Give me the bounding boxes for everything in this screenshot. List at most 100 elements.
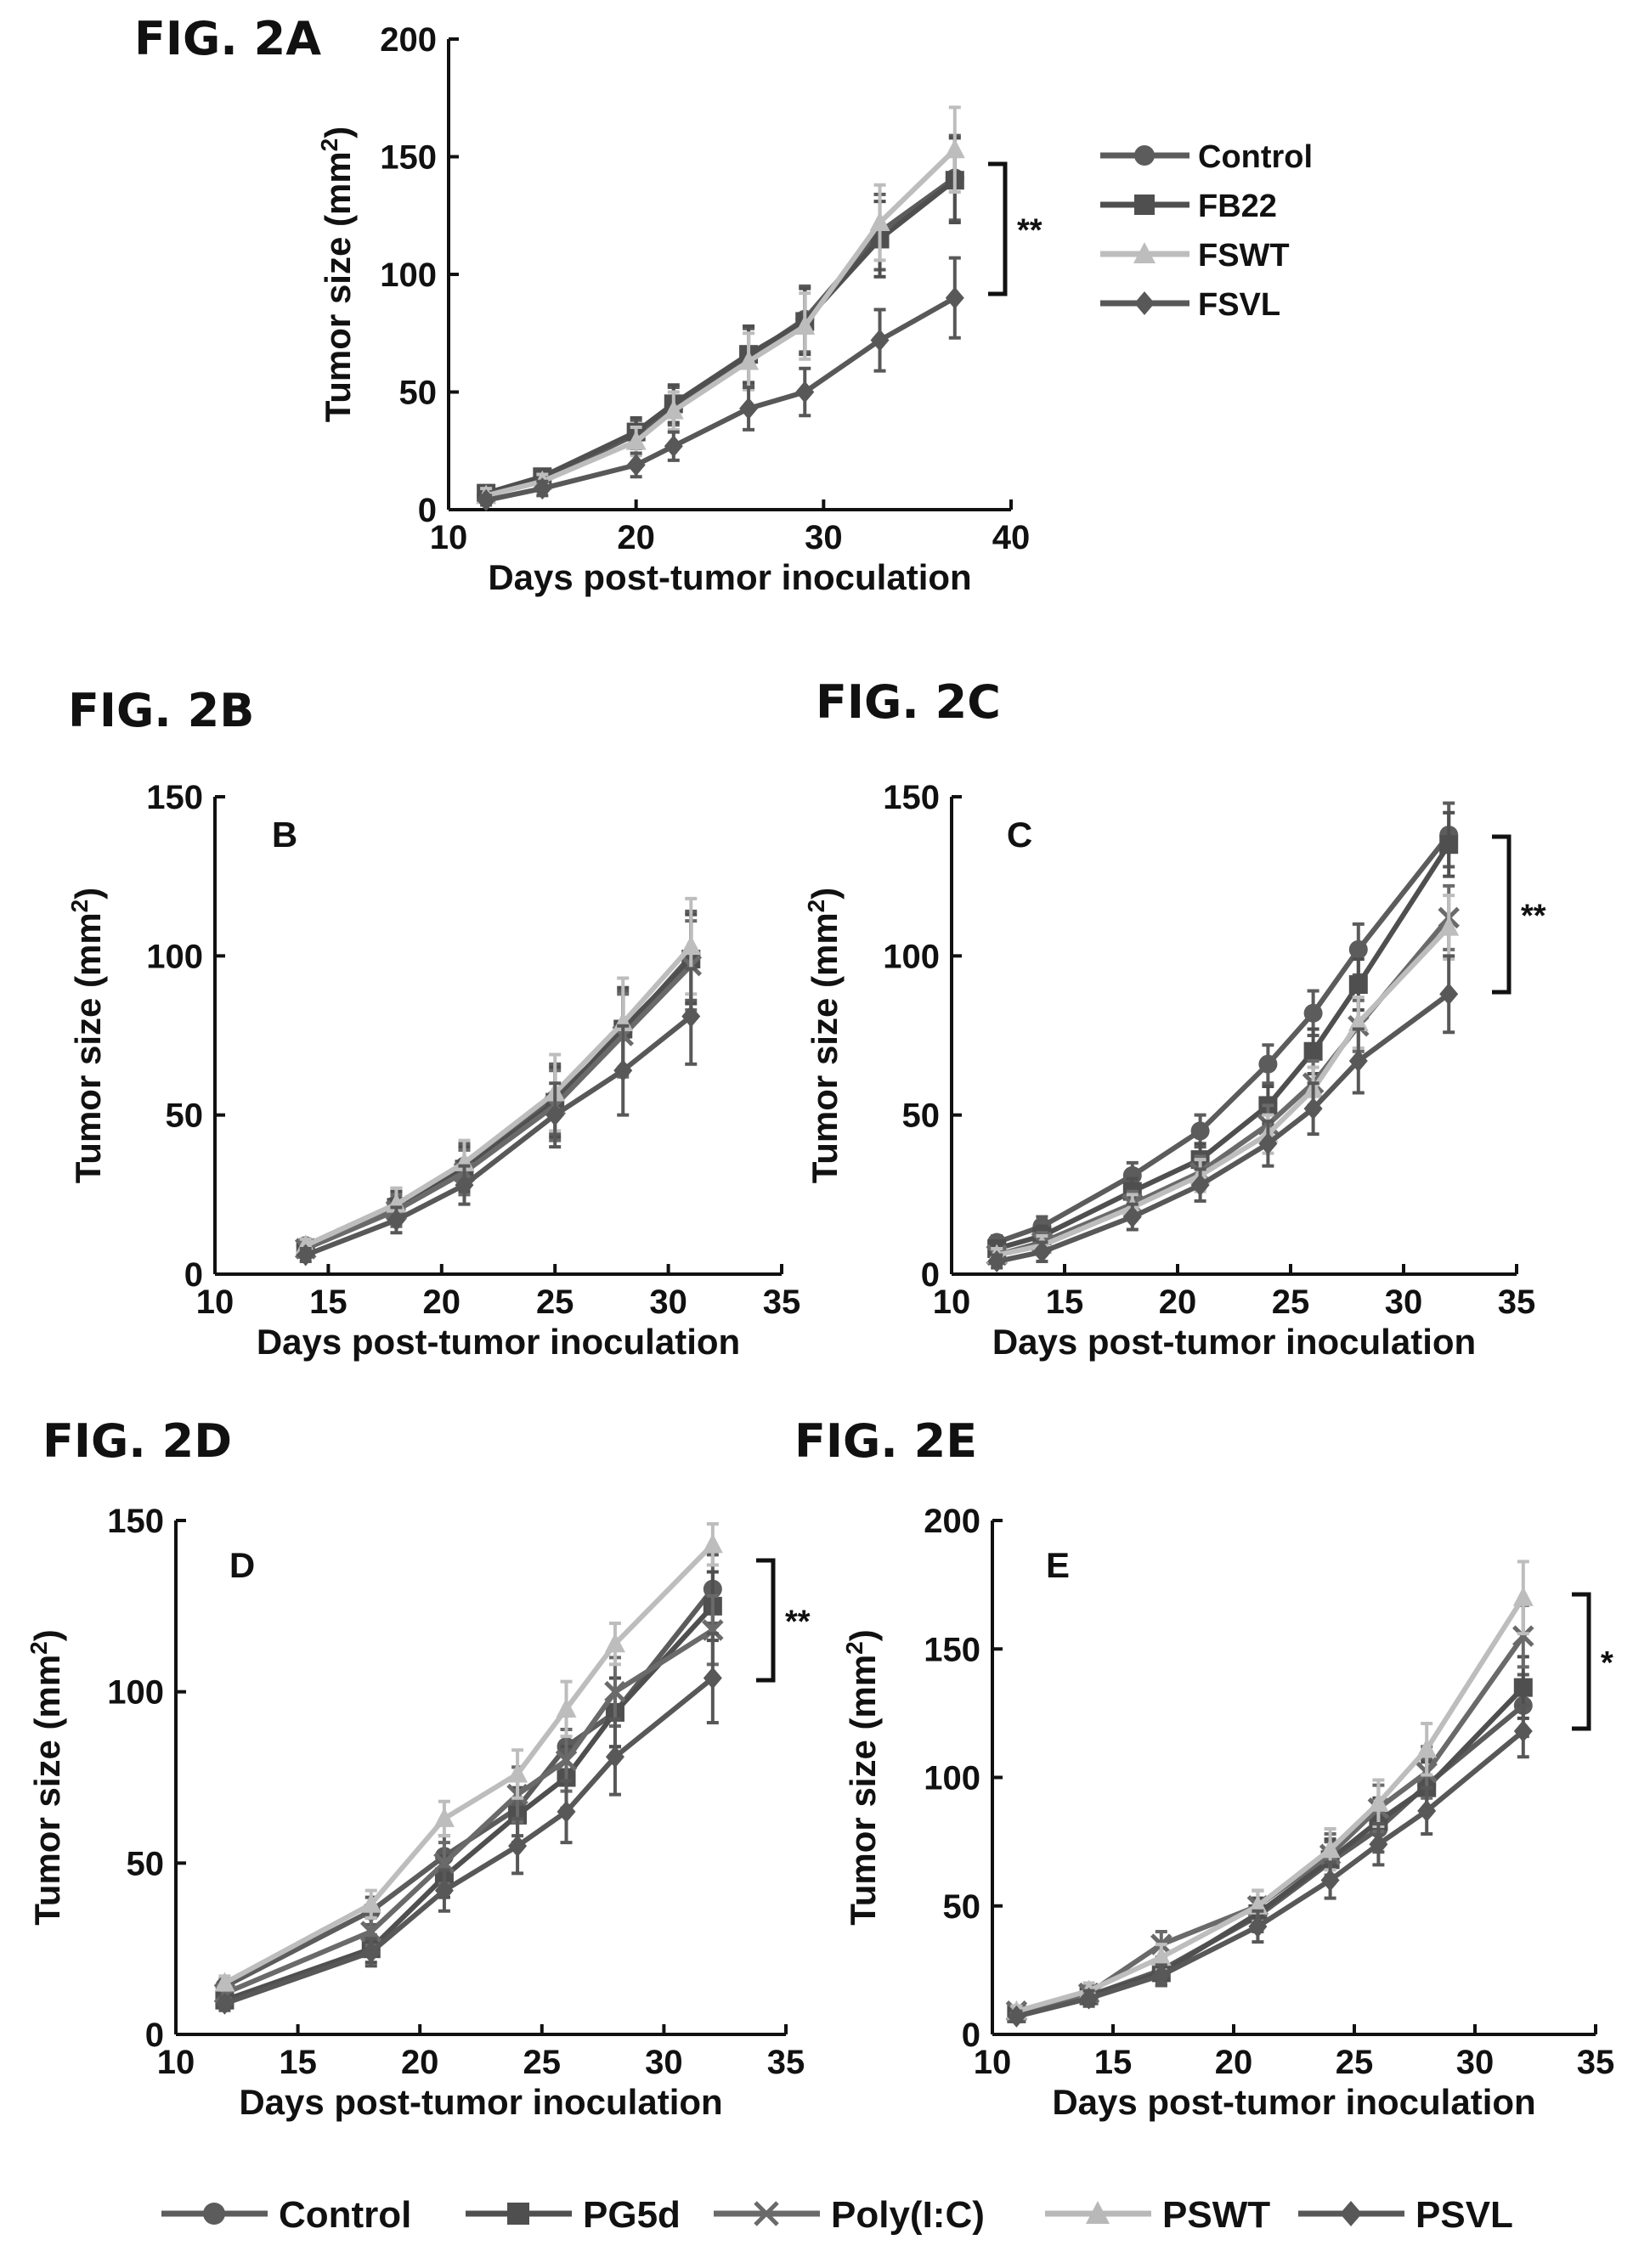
- panel-letter-d: D: [229, 1545, 255, 1585]
- y-tick-label-b: 150: [146, 779, 203, 816]
- data-point-psvl-e: [1513, 1720, 1533, 1743]
- data-point-pswt-e: [1512, 1586, 1534, 1606]
- series-line-control-b: [304, 954, 693, 1249]
- data-point-pswt-d: [702, 1533, 723, 1554]
- data-point-poly-i-c-d: [433, 1852, 455, 1875]
- legend-label-fsvl: FSVL: [1198, 287, 1280, 323]
- y-tick-label-c: 150: [883, 779, 940, 816]
- data-point-pswt-b: [681, 935, 702, 956]
- x-axis-label-c: Days post-tumor inoculation: [992, 1322, 1476, 1362]
- series-line-pg5d-b: [304, 956, 693, 1251]
- data-point-control-c: [1303, 1003, 1323, 1023]
- x-tick-label-d: 30: [645, 2044, 683, 2081]
- data-point-pswt-d: [433, 1807, 455, 1827]
- series-line-poly-i-c-e: [1015, 1634, 1526, 2014]
- legend-marker-fswt: [1133, 242, 1156, 263]
- data-point-fsvl-a: [477, 488, 496, 511]
- data-point-pg5d-c: [1439, 835, 1459, 855]
- chart-panel-b: 10 15 20 25 30 35 0 50 100 150 Days post-tumor ino…: [66, 779, 801, 1362]
- data-point-fsvl-a: [626, 454, 646, 477]
- series-line-pg5d-e: [1015, 1685, 1525, 2017]
- data-point-pswt-e: [1319, 1838, 1341, 1859]
- data-point-psvl-b: [455, 1174, 474, 1197]
- data-point-psvl-d: [361, 1941, 381, 1964]
- data-point-poly-i-c-d: [359, 1921, 382, 1943]
- data-point-psvl-b: [296, 1244, 315, 1267]
- data-point-poly-i-c-d: [702, 1619, 724, 1641]
- x-tick-label-e: 10: [974, 2044, 1012, 2081]
- series-line-pswt-e: [1015, 1596, 1526, 2014]
- bottom-legend-label-psvl: PSVL: [1415, 2194, 1513, 2236]
- data-point-pswt-c: [1438, 916, 1460, 936]
- data-point-poly-i-c-d: [604, 1680, 626, 1703]
- bottom-legend: Control PG5d Poly(I:C) PSWT PSVL: [161, 2194, 1513, 2236]
- data-point-fswt-a: [869, 212, 890, 232]
- y-axis-label-e: Tumor size (mm2): [841, 1629, 884, 1926]
- series-line-pg5d-c: [996, 843, 1451, 1251]
- series-line-control-e: [1015, 1703, 1525, 2017]
- x-tick-label-e: 15: [1094, 2044, 1133, 2081]
- y-axis-label-c: Tumor size (mm2): [803, 888, 845, 1184]
- bottom-legend-label-pg5d: PG5d: [583, 2194, 681, 2236]
- x-axis-label-a: Days post-tumor inoculation: [488, 557, 971, 597]
- bottom-legend-label-poly-i-c: Poly(I:C): [831, 2194, 985, 2236]
- data-point-psvl-b: [613, 1059, 633, 1082]
- y-tick-label-a: 200: [380, 21, 437, 59]
- bottom-legend-marker-control: [203, 2203, 225, 2225]
- data-point-psvl-e: [1079, 1987, 1099, 2010]
- data-point-psvl-d: [508, 1835, 528, 1858]
- data-point-psvl-e: [1320, 1869, 1340, 1892]
- significance-label-c: **: [1521, 899, 1546, 934]
- fig-2b-label: FIG. 2B: [68, 684, 255, 737]
- x-tick-label-c: 35: [1498, 1284, 1536, 1321]
- bottom-legend-label-control: Control: [279, 2194, 411, 2236]
- data-point-poly-i-c-d: [555, 1749, 578, 1772]
- x-tick-label-b: 20: [423, 1284, 461, 1321]
- x-tick-label-a: 10: [430, 519, 468, 556]
- data-point-pswt-d: [556, 1697, 577, 1718]
- data-point-control-c: [1258, 1054, 1278, 1074]
- y-tick-label-d: 50: [127, 1845, 165, 1882]
- bottom-legend-marker-psvl: [1340, 2201, 1362, 2226]
- chart-panel-c: 10 15 20 25 30 35 0 50 100 150 Days post-tumor ino…: [803, 779, 1546, 1362]
- bottom-legend-marker-pg5d: [507, 2203, 529, 2225]
- panel-letter-e: E: [1046, 1545, 1070, 1585]
- data-point-fswt-a: [663, 399, 684, 420]
- legend-label-fswt: FSWT: [1198, 238, 1290, 274]
- data-point-psvl-c: [1439, 983, 1459, 1006]
- data-point-fswt-a: [944, 138, 965, 159]
- significance-label-e: *: [1601, 1645, 1613, 1681]
- series-line-pswt-b: [304, 945, 693, 1249]
- y-axis-label-a: Tumor size (mm2): [316, 127, 359, 423]
- data-point-fswt-a: [625, 430, 647, 450]
- significance-label-d: **: [785, 1605, 811, 1640]
- data-point-pswt-d: [214, 1972, 235, 1992]
- data-point-pg5d-e: [1513, 1678, 1533, 1697]
- x-tick-label-b: 15: [309, 1284, 348, 1321]
- bottom-legend-label-pswt: PSWT: [1162, 2194, 1270, 2236]
- x-tick-label-d: 10: [157, 2044, 195, 2081]
- data-point-pswt-e: [1368, 1791, 1389, 1812]
- data-point-psvl-e: [1369, 1833, 1388, 1856]
- x-tick-label-c: 15: [1046, 1284, 1084, 1321]
- legend-marker-fsvl: [1134, 291, 1155, 315]
- x-tick-label-c: 20: [1159, 1284, 1197, 1321]
- series-line-psvl-c: [996, 991, 1450, 1264]
- y-tick-label-b: 0: [184, 1256, 203, 1294]
- data-point-fsvl-a: [870, 329, 890, 352]
- chart-panel-a: 10 20 30 40 0 50 100 150 200 Days post-tumor inoc…: [316, 21, 1043, 597]
- x-axis-label-b: Days post-tumor inoculation: [257, 1322, 740, 1362]
- data-point-control-c: [1348, 939, 1368, 959]
- data-point-pswt-d: [360, 1893, 381, 1913]
- fig-2d-label: FIG. 2D: [42, 1414, 233, 1468]
- series-line-poly-i-c-b: [304, 963, 693, 1251]
- y-tick-label-d: 100: [107, 1674, 164, 1712]
- x-tick-label-b: 35: [763, 1284, 801, 1321]
- x-tick-label-d: 15: [279, 2044, 317, 2081]
- legend-marker-control: [1134, 145, 1155, 166]
- series-line-pswt-d: [223, 1543, 715, 1986]
- panel-letter-c: C: [1007, 815, 1032, 855]
- data-point-pswt-d: [507, 1763, 528, 1783]
- chart-panel-e: 10 15 20 25 30 35 0 50 100 150 200 Days post-tumor …: [841, 1503, 1615, 2122]
